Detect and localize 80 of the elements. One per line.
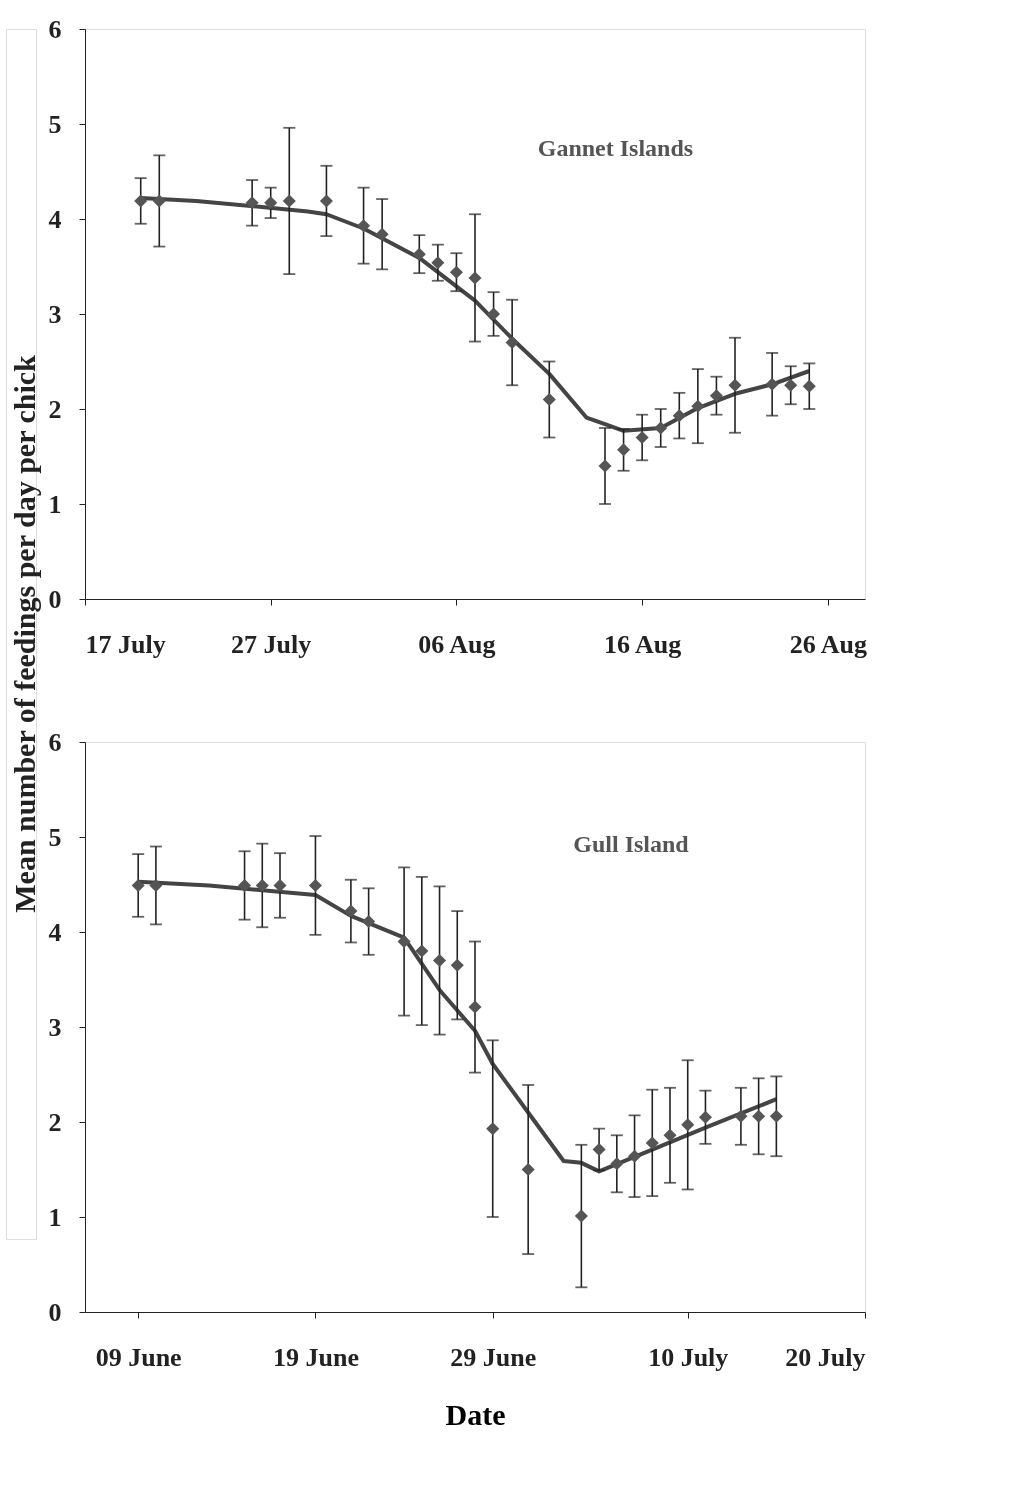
point [357, 219, 371, 233]
point [152, 194, 166, 208]
point [784, 378, 798, 392]
point [769, 1109, 783, 1123]
point [319, 194, 333, 208]
y-tick-label: 2 [48, 1107, 62, 1137]
point [521, 1162, 535, 1177]
y-axis-title: Mean number of feedings per day per chick [8, 354, 41, 913]
point [802, 379, 816, 393]
point [654, 421, 668, 435]
point [450, 958, 464, 972]
point [752, 1109, 766, 1123]
y-tick-label: 3 [48, 299, 62, 329]
y-tick-label: 0 [48, 584, 62, 614]
y-tick-label: 3 [48, 1012, 62, 1042]
point [362, 915, 376, 929]
point [131, 878, 145, 892]
x-axis-title: Date [445, 1397, 506, 1431]
point [375, 227, 389, 241]
x-tick-label: 06 Aug [418, 629, 496, 659]
point [617, 443, 631, 457]
point [238, 878, 252, 892]
point [308, 878, 322, 892]
point [245, 196, 259, 210]
point [282, 194, 296, 208]
point [449, 265, 463, 279]
y-tick-label: 4 [48, 917, 62, 947]
y-tick-label: 0 [48, 1297, 62, 1327]
point [709, 389, 723, 403]
x-tick-label: 10 July [648, 1342, 729, 1372]
point [505, 335, 519, 350]
point [433, 953, 447, 968]
point [149, 878, 163, 892]
point [415, 944, 429, 958]
point [645, 1136, 659, 1150]
x-tick-label: 16 Aug [603, 629, 682, 659]
x-tick-label: 29 June [450, 1342, 537, 1372]
point [592, 1143, 606, 1157]
y-tick-label: 1 [48, 1202, 62, 1232]
y-tick-label: 6 [48, 727, 62, 757]
point [134, 194, 148, 208]
x-tick-label: 19 June [272, 1342, 359, 1372]
point [412, 247, 426, 261]
annotation: Gannet Islands [537, 134, 694, 161]
y-tick-label: 2 [48, 394, 62, 424]
point [486, 1122, 500, 1136]
point [734, 1109, 748, 1123]
point [468, 271, 482, 285]
point [598, 459, 612, 473]
point [765, 377, 779, 391]
point [542, 392, 556, 407]
y-tick-label: 6 [48, 14, 62, 44]
point [487, 307, 501, 321]
x-tick-label: 09 June [95, 1342, 182, 1372]
point [698, 1110, 712, 1124]
x-tick-label: 17 July [85, 629, 166, 659]
point [681, 1118, 695, 1132]
point [344, 904, 358, 918]
point [397, 934, 411, 949]
point [574, 1209, 588, 1223]
point [628, 1149, 642, 1163]
point [635, 430, 649, 445]
annotation: Gull Island [573, 830, 690, 857]
point [255, 878, 269, 892]
y-tick-label: 5 [48, 822, 62, 852]
point [728, 378, 742, 392]
x-tick-label: 20 July [785, 1342, 866, 1372]
point [672, 409, 686, 423]
y-tick-label: 4 [48, 204, 62, 234]
x-tick-label: 26 Aug [789, 629, 868, 659]
y-tick-label: 1 [48, 489, 62, 519]
point [691, 399, 705, 413]
point [610, 1157, 624, 1171]
point [264, 196, 278, 210]
x-tick-label: 27 July [231, 629, 312, 659]
point [431, 256, 445, 270]
y-tick-label: 5 [48, 109, 62, 139]
point [663, 1128, 677, 1142]
point [273, 878, 287, 892]
point [468, 1000, 482, 1014]
